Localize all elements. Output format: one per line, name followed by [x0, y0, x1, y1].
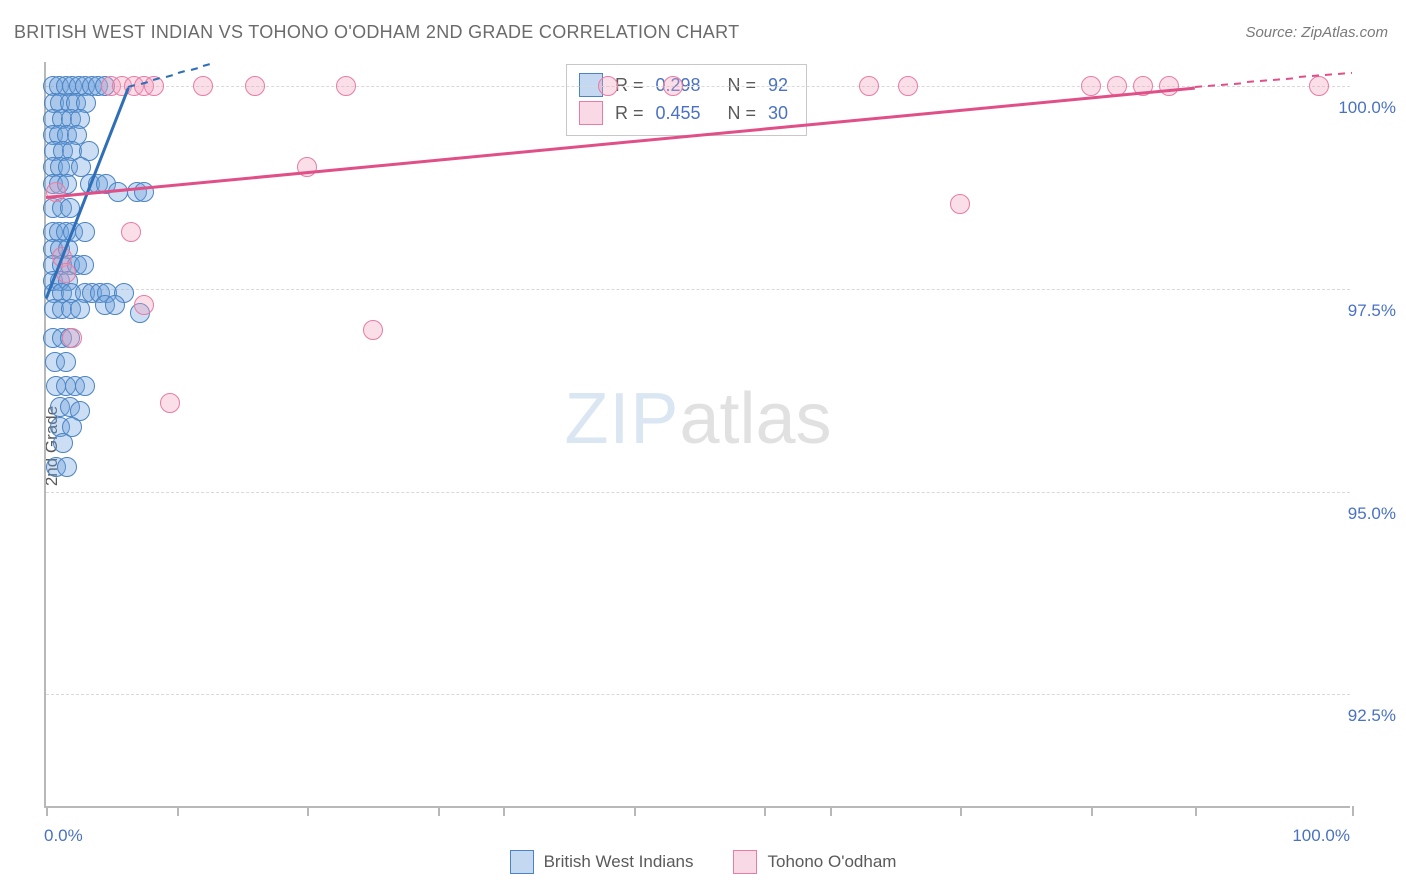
plot-area: ZIPatlas R =0.298N =92R =0.455N =30: [44, 62, 1350, 808]
trendline-dash: [1234, 82, 1241, 85]
x-tick-label: 100.0%: [1292, 826, 1350, 846]
legend-label: British West Indians: [544, 852, 694, 872]
data-point: [75, 376, 95, 396]
x-tick: [307, 806, 309, 816]
x-tick: [438, 806, 440, 816]
trendline-dash: [178, 71, 185, 75]
data-point: [105, 295, 125, 315]
data-point: [74, 255, 94, 275]
gridline: [46, 694, 1350, 695]
data-point: [898, 76, 918, 96]
legend-swatch: [510, 850, 534, 874]
x-tick: [1091, 806, 1093, 816]
data-point: [245, 76, 265, 96]
data-point: [62, 328, 82, 348]
gridline: [46, 289, 1350, 290]
trendline-dash: [1325, 73, 1332, 76]
legend-item: British West Indians: [510, 850, 694, 874]
legend-r-value: 0.455: [656, 99, 716, 127]
trendline-dash: [1338, 72, 1345, 75]
x-tick-label: 0.0%: [44, 826, 83, 846]
data-point: [46, 182, 66, 202]
x-tick: [46, 806, 48, 816]
y-tick-label: 95.0%: [1348, 504, 1396, 524]
trendline-dash: [1195, 86, 1202, 89]
x-tick: [1352, 806, 1354, 816]
trendline-dash: [1350, 71, 1352, 73]
legend-swatch: [733, 850, 757, 874]
y-tick-label: 97.5%: [1348, 301, 1396, 321]
source-attribution: Source: ZipAtlas.com: [1245, 24, 1388, 41]
legend-n-label: N =: [728, 71, 757, 99]
y-tick-label: 100.0%: [1338, 98, 1396, 118]
data-point: [57, 457, 77, 477]
x-tick: [764, 806, 766, 816]
legend-r-label: R =: [615, 71, 644, 99]
gridline: [46, 492, 1350, 493]
stats-legend-row: R = 0.455 N = 30: [579, 99, 788, 127]
data-point: [134, 295, 154, 315]
trendline-dash: [1260, 79, 1267, 82]
data-point: [950, 194, 970, 214]
y-tick-label: 92.5%: [1348, 706, 1396, 726]
trendline-dash: [1286, 77, 1293, 80]
watermark: ZIPatlas: [564, 378, 831, 460]
data-point: [1081, 76, 1101, 96]
data-point: [363, 320, 383, 340]
data-point: [1159, 76, 1179, 96]
trendline-dash: [191, 67, 198, 71]
x-tick: [960, 806, 962, 816]
legend-swatch: [579, 101, 603, 125]
x-tick: [1195, 806, 1197, 816]
watermark-atlas: atlas: [679, 379, 831, 459]
legend-item: Tohono O'odham: [733, 850, 896, 874]
data-point: [663, 76, 683, 96]
x-tick: [503, 806, 505, 816]
data-point: [193, 76, 213, 96]
legend-n-value: 92: [768, 71, 788, 99]
data-point: [134, 182, 154, 202]
data-point: [70, 299, 90, 319]
trendline-dash: [1273, 78, 1280, 81]
data-point: [56, 352, 76, 372]
data-point: [297, 157, 317, 177]
gridline: [46, 86, 1350, 87]
legend-label: Tohono O'odham: [767, 852, 896, 872]
trendline-dash: [166, 74, 173, 78]
data-point: [336, 76, 356, 96]
series-legend: British West Indians Tohono O'odham: [0, 850, 1406, 874]
data-point: [53, 433, 73, 453]
chart-title: BRITISH WEST INDIAN VS TOHONO O'ODHAM 2N…: [14, 22, 739, 43]
data-point: [859, 76, 879, 96]
legend-n-value: 30: [768, 99, 788, 127]
data-point: [160, 393, 180, 413]
x-tick: [634, 806, 636, 816]
watermark-zip: ZIP: [564, 379, 679, 459]
trendline-dash: [203, 64, 210, 68]
data-point: [121, 222, 141, 242]
x-tick: [177, 806, 179, 816]
legend-r-label: R =: [615, 99, 644, 127]
x-tick: [830, 806, 832, 816]
data-point: [1309, 76, 1329, 96]
trendline-dash: [1247, 81, 1254, 84]
stats-legend: R =0.298N =92R =0.455N =30: [566, 64, 807, 136]
trendline-dash: [1299, 76, 1306, 79]
data-point: [75, 222, 95, 242]
data-point: [598, 76, 618, 96]
legend-n-label: N =: [728, 99, 757, 127]
